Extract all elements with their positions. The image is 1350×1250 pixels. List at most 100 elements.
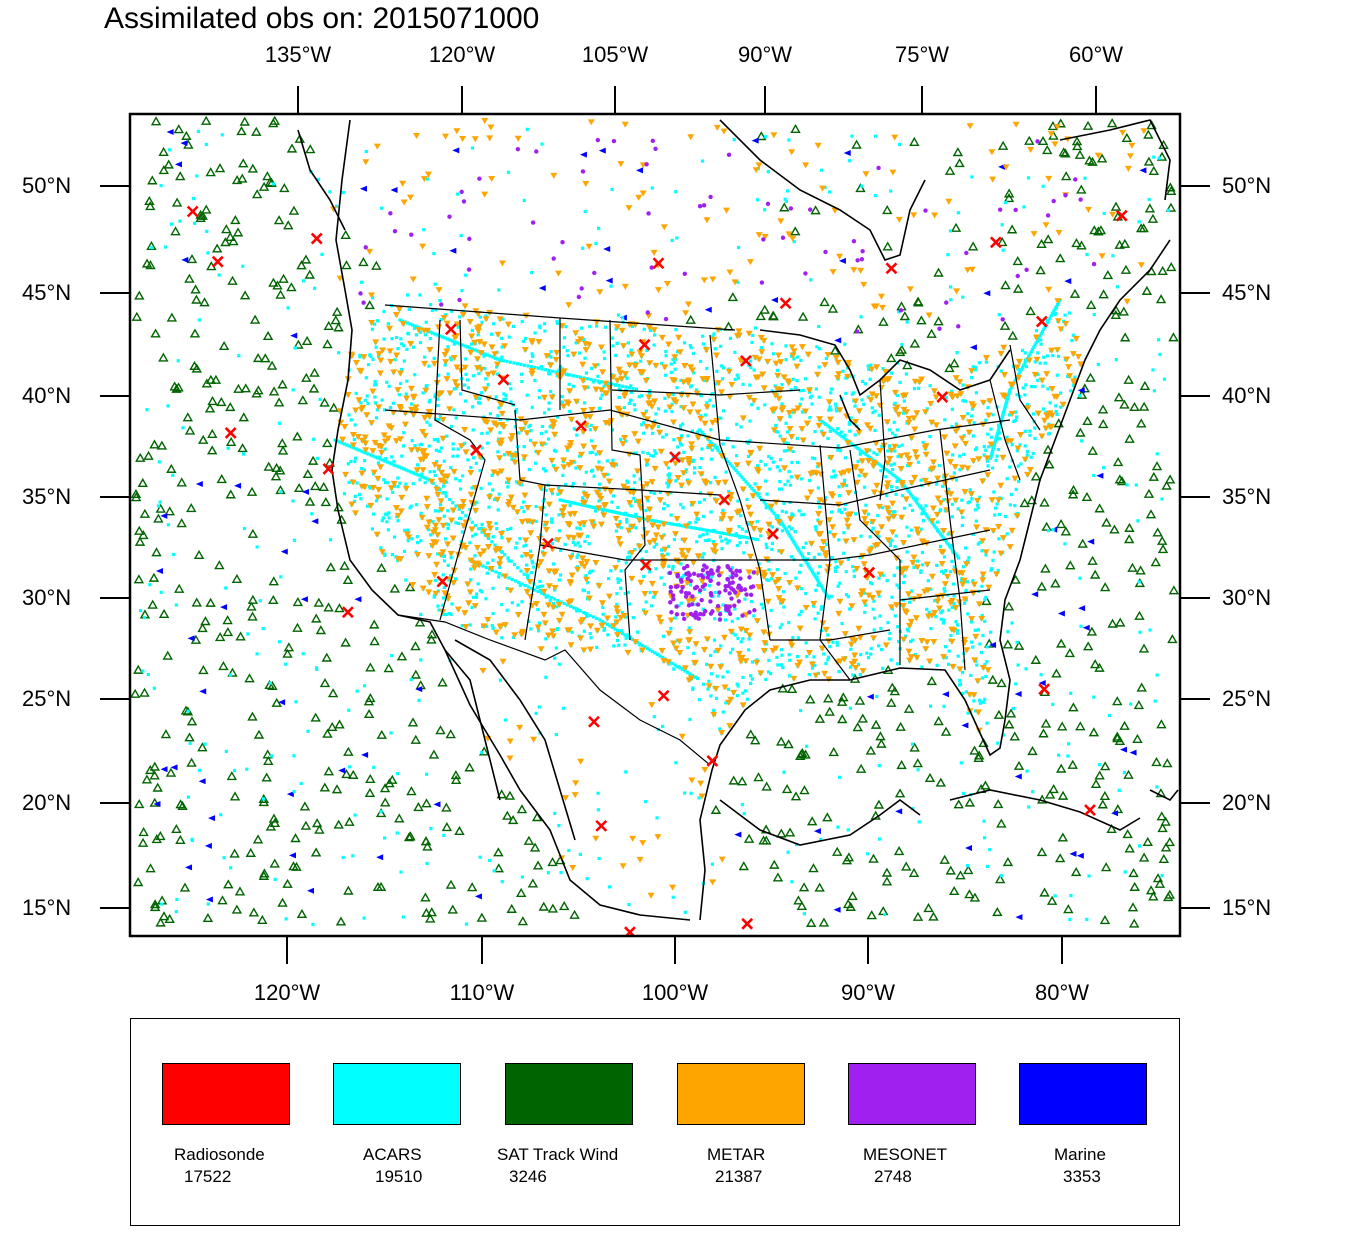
acars-marker — [735, 694, 740, 698]
acars-marker — [360, 466, 364, 471]
sat-track-wind-marker — [978, 737, 989, 748]
acars-marker — [291, 499, 295, 503]
acars-marker — [828, 190, 832, 194]
acars-marker — [433, 395, 437, 399]
sat-track-wind-marker — [171, 383, 182, 393]
acars-marker — [767, 568, 771, 572]
acars-track-marker — [580, 503, 585, 507]
acars-marker — [851, 673, 855, 677]
acars-marker — [1137, 844, 1142, 848]
acars-track-marker — [599, 380, 604, 384]
sat-track-wind-marker — [1041, 521, 1052, 531]
acars-track-marker — [809, 568, 813, 572]
acars-marker — [877, 594, 881, 598]
sat-track-wind-marker — [710, 804, 722, 814]
sat-track-wind-marker — [928, 911, 939, 921]
acars-marker — [610, 336, 615, 340]
acars-marker — [1155, 785, 1159, 789]
acars-marker — [814, 528, 818, 532]
acars-marker — [764, 506, 768, 510]
acars-marker — [616, 638, 620, 643]
acars-track-marker — [878, 463, 882, 467]
acars-track-marker — [385, 460, 389, 464]
acars-marker — [437, 608, 441, 612]
acars-marker — [813, 525, 817, 529]
acars-marker — [383, 512, 388, 516]
acars-marker — [749, 359, 753, 363]
acars-track-marker — [405, 321, 410, 325]
sat-track-wind-marker — [1069, 288, 1081, 298]
sat-track-wind-marker — [197, 742, 208, 752]
acars-marker — [1014, 682, 1018, 686]
acars-track-marker — [681, 524, 685, 528]
sat-track-wind-marker — [1113, 392, 1125, 402]
acars-marker — [847, 420, 852, 425]
sat-track-wind-marker — [1136, 682, 1147, 692]
acars-track-marker — [894, 475, 898, 479]
sat-track-wind-marker — [273, 397, 285, 407]
acars-marker — [763, 463, 767, 467]
sat-track-wind-marker — [1007, 330, 1018, 340]
acars-marker — [617, 387, 621, 391]
acars-marker — [1085, 917, 1089, 922]
acars-track-marker — [574, 501, 578, 506]
acars-marker — [399, 337, 403, 341]
sat-track-wind-marker — [818, 917, 830, 927]
sat-track-wind-marker — [1044, 789, 1056, 799]
acars-marker — [641, 450, 645, 454]
acars-marker — [868, 377, 872, 381]
acars-marker — [159, 590, 163, 594]
acars-marker — [664, 373, 668, 377]
acars-marker — [971, 434, 975, 438]
acars-marker — [557, 823, 561, 828]
acars-marker — [454, 416, 458, 420]
acars-marker — [169, 222, 174, 226]
acars-marker — [530, 352, 534, 356]
acars-marker — [954, 478, 958, 482]
acars-marker — [870, 406, 874, 410]
acars-track-marker — [820, 586, 825, 590]
sat-track-wind-marker — [1076, 184, 1087, 194]
acars-marker — [949, 543, 953, 548]
metar-marker — [979, 538, 987, 545]
sat-track-wind-marker — [171, 197, 183, 207]
acars-marker — [547, 371, 551, 376]
acars-track-marker — [741, 535, 746, 539]
acars-marker — [1137, 580, 1141, 584]
acars-marker — [705, 401, 709, 405]
sat-track-wind-marker — [1148, 165, 1160, 176]
marine-marker — [290, 332, 298, 339]
acars-track-marker — [991, 447, 995, 452]
acars-marker — [1026, 176, 1031, 180]
acars-track-marker — [620, 631, 625, 636]
acars-marker — [961, 515, 965, 519]
sat-track-wind-marker — [933, 316, 944, 326]
acars-marker — [767, 624, 771, 628]
acars-marker — [574, 341, 578, 345]
acars-marker — [950, 389, 954, 393]
acars-marker — [375, 408, 380, 412]
sat-track-wind-marker — [1072, 141, 1083, 151]
acars-marker — [496, 450, 500, 454]
sat-track-wind-marker — [286, 282, 297, 292]
acars-marker — [647, 389, 652, 393]
acars-marker — [973, 368, 977, 372]
acars-track-marker — [890, 472, 894, 476]
sat-track-wind-marker — [264, 679, 275, 690]
acars-marker — [510, 601, 514, 605]
acars-marker — [846, 595, 851, 599]
acars-marker — [429, 533, 433, 537]
sat-track-wind-marker — [149, 761, 161, 771]
acars-marker — [466, 378, 470, 382]
acars-marker — [470, 486, 474, 490]
acars-track-marker — [755, 537, 759, 542]
acars-marker — [672, 360, 677, 364]
acars-track-marker — [706, 528, 710, 533]
acars-track-marker — [908, 492, 913, 496]
acars-marker — [386, 481, 390, 485]
sat-track-wind-marker — [319, 397, 330, 407]
acars-marker — [748, 439, 752, 443]
acars-marker — [732, 138, 736, 142]
acars-marker — [961, 565, 965, 569]
sat-track-wind-marker — [1044, 459, 1055, 469]
